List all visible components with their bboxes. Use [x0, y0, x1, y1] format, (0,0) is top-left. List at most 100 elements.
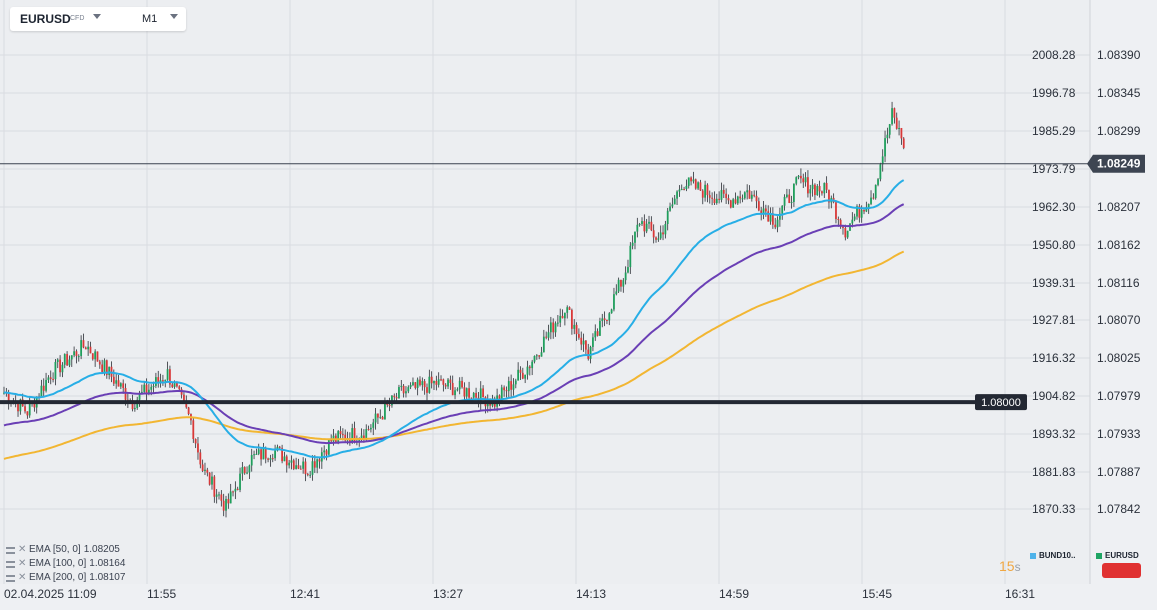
right-axis-tick: 1.07979	[1097, 389, 1141, 403]
candle-body	[842, 226, 844, 228]
candle-body	[708, 195, 711, 198]
candle-body	[45, 379, 47, 391]
candle-body	[790, 201, 793, 203]
candle-body	[498, 395, 501, 401]
timeframe-selector[interactable]: M1	[142, 13, 158, 25]
candle-body	[386, 403, 389, 406]
candle-body	[414, 382, 417, 388]
candle-body	[722, 189, 725, 194]
candle-body	[893, 108, 896, 118]
candle-body	[479, 388, 482, 404]
candle-body	[699, 182, 702, 191]
chart-plot-area[interactable]: 2008.28 1996.78 1985.29 1973.79 1962.30 1950.…	[0, 0, 1145, 601]
candle-body	[241, 467, 244, 474]
symbol-selector[interactable]: EURUSD CFD M1	[10, 7, 186, 31]
candle-body	[713, 198, 716, 204]
menu-icon[interactable]	[6, 574, 15, 582]
close-icon[interactable]: ✕	[18, 572, 27, 583]
candle-body	[199, 452, 202, 465]
indicator-row-ema200[interactable]: ✕ EMA [200, 0] 1.08107	[6, 571, 125, 585]
candle-body	[409, 385, 412, 388]
candle-body	[117, 380, 120, 387]
candle-body	[159, 380, 162, 382]
compare-legend-eurusd[interactable]: EURUSD	[1096, 551, 1139, 560]
candle-body	[220, 494, 223, 501]
candle-body	[234, 488, 237, 492]
candle-body	[400, 385, 403, 388]
candle-body	[388, 405, 391, 407]
candle-body	[528, 366, 531, 369]
candle-body	[657, 238, 660, 240]
candle-body	[458, 380, 461, 390]
candle-body	[797, 175, 800, 178]
candle-body	[694, 179, 697, 189]
candle-body	[568, 307, 571, 310]
candle-body	[505, 390, 508, 392]
candle-body	[615, 291, 618, 295]
candle-body	[606, 320, 608, 322]
candle-body	[211, 476, 213, 485]
candle-body	[73, 351, 76, 356]
candle-body	[257, 449, 260, 454]
candle-body	[362, 435, 365, 440]
candle-body	[671, 204, 674, 207]
candle-body	[582, 340, 585, 345]
chevron-down-icon[interactable]	[170, 14, 178, 19]
right-axis-tick: 1.08390	[1097, 48, 1141, 62]
candle-body	[377, 413, 379, 418]
candle-body	[105, 360, 108, 376]
candle-body	[309, 474, 312, 476]
close-icon[interactable]: ✕	[18, 544, 27, 555]
candle-body	[524, 374, 527, 379]
candle-body	[552, 322, 555, 333]
candle-body	[423, 381, 426, 388]
sell-button[interactable]	[1102, 563, 1141, 578]
candle-body	[299, 468, 302, 470]
candle-body	[98, 361, 101, 365]
candle-body	[886, 134, 889, 139]
candle-body	[176, 383, 178, 387]
candle-body	[795, 177, 798, 184]
level-label: 1.08000	[981, 397, 1021, 409]
candle-body	[468, 388, 470, 398]
candle-body	[101, 364, 104, 373]
candle-body	[867, 203, 870, 208]
candle-body	[19, 399, 22, 412]
candle-body	[33, 401, 36, 408]
candle-body	[825, 182, 828, 190]
candle-body	[162, 380, 164, 382]
candle-body	[856, 206, 858, 217]
indicator-row-ema100[interactable]: ✕ EMA [100, 0] 1.08164	[6, 557, 125, 571]
chevron-down-icon[interactable]	[93, 14, 101, 19]
candle-body	[631, 242, 634, 246]
candle-body	[255, 453, 258, 455]
candle-body	[563, 312, 566, 319]
candle-body	[341, 434, 344, 436]
candle-body	[638, 224, 641, 226]
candle-body	[755, 195, 758, 202]
candle-body	[676, 191, 678, 199]
candle-body	[863, 209, 865, 212]
candle-body	[872, 197, 875, 199]
menu-icon[interactable]	[6, 560, 15, 568]
candle-body	[454, 390, 456, 396]
candle-body	[804, 177, 807, 183]
candle-body	[673, 198, 676, 205]
candle-body	[278, 446, 281, 448]
candle-body	[463, 387, 466, 397]
candle-body	[846, 230, 849, 238]
candle-body	[87, 346, 90, 350]
candle-body	[351, 428, 354, 443]
candle-body	[870, 197, 872, 204]
candle-body	[89, 346, 92, 354]
candle-body	[624, 272, 627, 281]
candle-body	[208, 472, 211, 485]
candle-body	[648, 221, 650, 224]
candle-body	[80, 340, 83, 357]
close-icon[interactable]: ✕	[18, 558, 27, 569]
indicator-row-ema50[interactable]: ✕ EMA [50, 0] 1.08205	[6, 543, 125, 557]
candle-body	[683, 189, 685, 191]
menu-icon[interactable]	[6, 546, 15, 554]
compare-legend-bund[interactable]: BUND10..	[1030, 551, 1075, 560]
